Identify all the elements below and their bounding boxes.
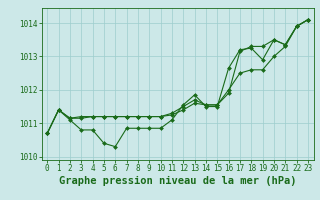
X-axis label: Graphe pression niveau de la mer (hPa): Graphe pression niveau de la mer (hPa) xyxy=(59,176,296,186)
